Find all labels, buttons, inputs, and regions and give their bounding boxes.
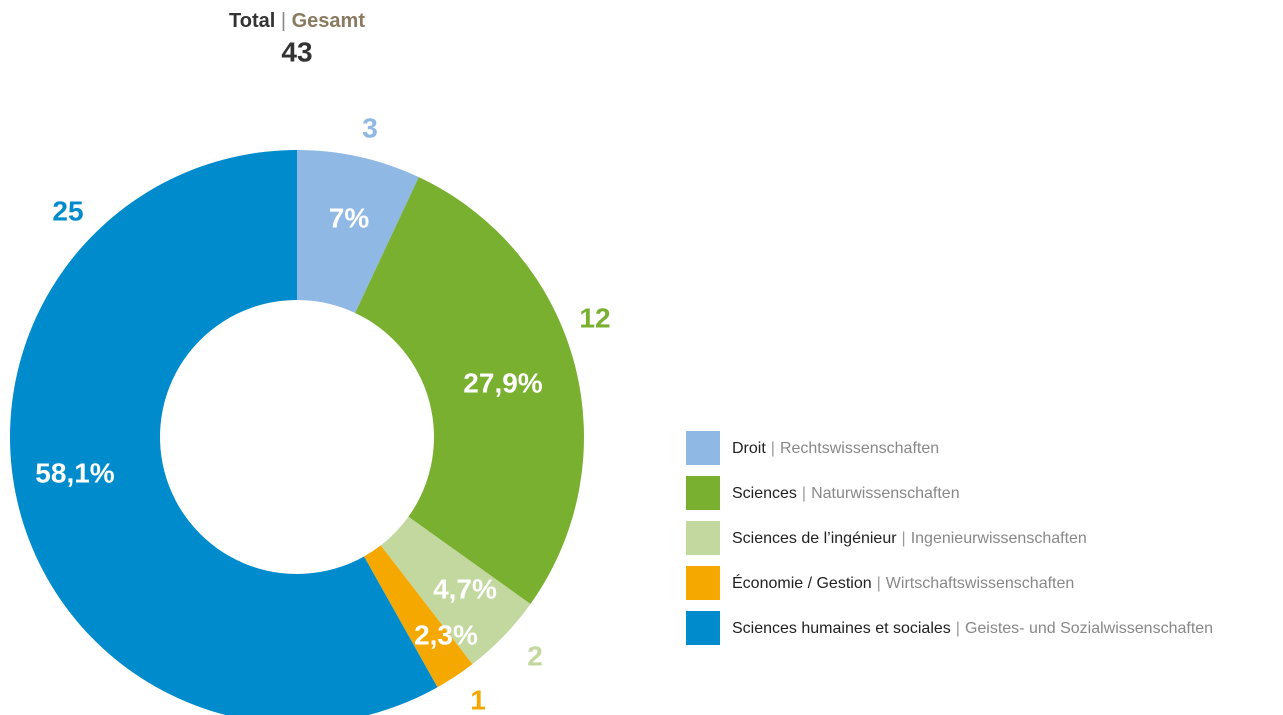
legend-label-de: Wirtschaftswissenschaften bbox=[886, 575, 1075, 592]
count-label: 2 bbox=[527, 640, 543, 671]
legend-separator: | bbox=[877, 575, 881, 592]
legend-separator: | bbox=[956, 620, 960, 637]
legend-swatch bbox=[686, 521, 720, 555]
slice bbox=[380, 516, 531, 665]
count-label: 12 bbox=[579, 302, 610, 333]
total-label: Total bbox=[229, 10, 275, 32]
slice bbox=[297, 150, 419, 313]
legend-separator: | bbox=[771, 440, 775, 457]
share-label: 2,3% bbox=[414, 619, 478, 650]
legend-label-de: Geistes- und Sozialwissenschaften bbox=[965, 620, 1213, 637]
share-label: 27,9% bbox=[463, 367, 542, 398]
legend-label-de: Rechtswissenschaften bbox=[780, 440, 939, 457]
legend-label-fr: Économie / Gestion bbox=[732, 573, 872, 592]
separator: | bbox=[281, 10, 286, 32]
legend-label-de: Ingenieurwissenschaften bbox=[911, 530, 1087, 547]
total-heading: Total | Gesamt bbox=[229, 10, 365, 32]
legend-swatch bbox=[686, 476, 720, 510]
total-label-de: Gesamt bbox=[292, 10, 366, 32]
count-label: 25 bbox=[52, 195, 83, 226]
legend-label-fr: Sciences de l’ingénieur bbox=[732, 530, 897, 547]
share-label: 4,7% bbox=[433, 573, 497, 604]
legend-label: Sciences | Naturwissenschaften bbox=[732, 485, 960, 502]
legend-swatch bbox=[686, 431, 720, 465]
share-label: 7% bbox=[329, 202, 370, 233]
legend-label: Sciences de l’ingénieur | Ingenieurwissens… bbox=[732, 530, 1087, 547]
legend-swatch bbox=[686, 566, 720, 600]
total-value: 43 bbox=[281, 36, 312, 67]
legend-separator: | bbox=[902, 530, 906, 547]
legend-label-de: Naturwissenschaften bbox=[811, 485, 960, 502]
legend-label-fr: Sciences humaines et sociales bbox=[732, 620, 951, 637]
share-label: 58,1% bbox=[35, 457, 114, 488]
legend-separator: | bbox=[802, 485, 806, 502]
legend-label-fr: Sciences bbox=[732, 485, 797, 502]
legend-swatch bbox=[686, 611, 720, 645]
count-label: 1 bbox=[470, 684, 486, 715]
legend: Droit | Rechtswissenschaften Sciences | Natur… bbox=[686, 431, 1213, 645]
legend-label: Économie / Gestion | Wirtschaftswissenscha… bbox=[732, 573, 1074, 592]
slice bbox=[355, 177, 585, 604]
count-label: 3 bbox=[362, 112, 378, 143]
slice bbox=[364, 545, 473, 688]
legend-label-fr: Droit bbox=[732, 440, 766, 457]
legend-label: Droit | Rechtswissenschaften bbox=[732, 440, 939, 457]
slice bbox=[10, 150, 438, 715]
legend-label: Sciences humaines et sociales | Geistes- u… bbox=[732, 620, 1213, 637]
